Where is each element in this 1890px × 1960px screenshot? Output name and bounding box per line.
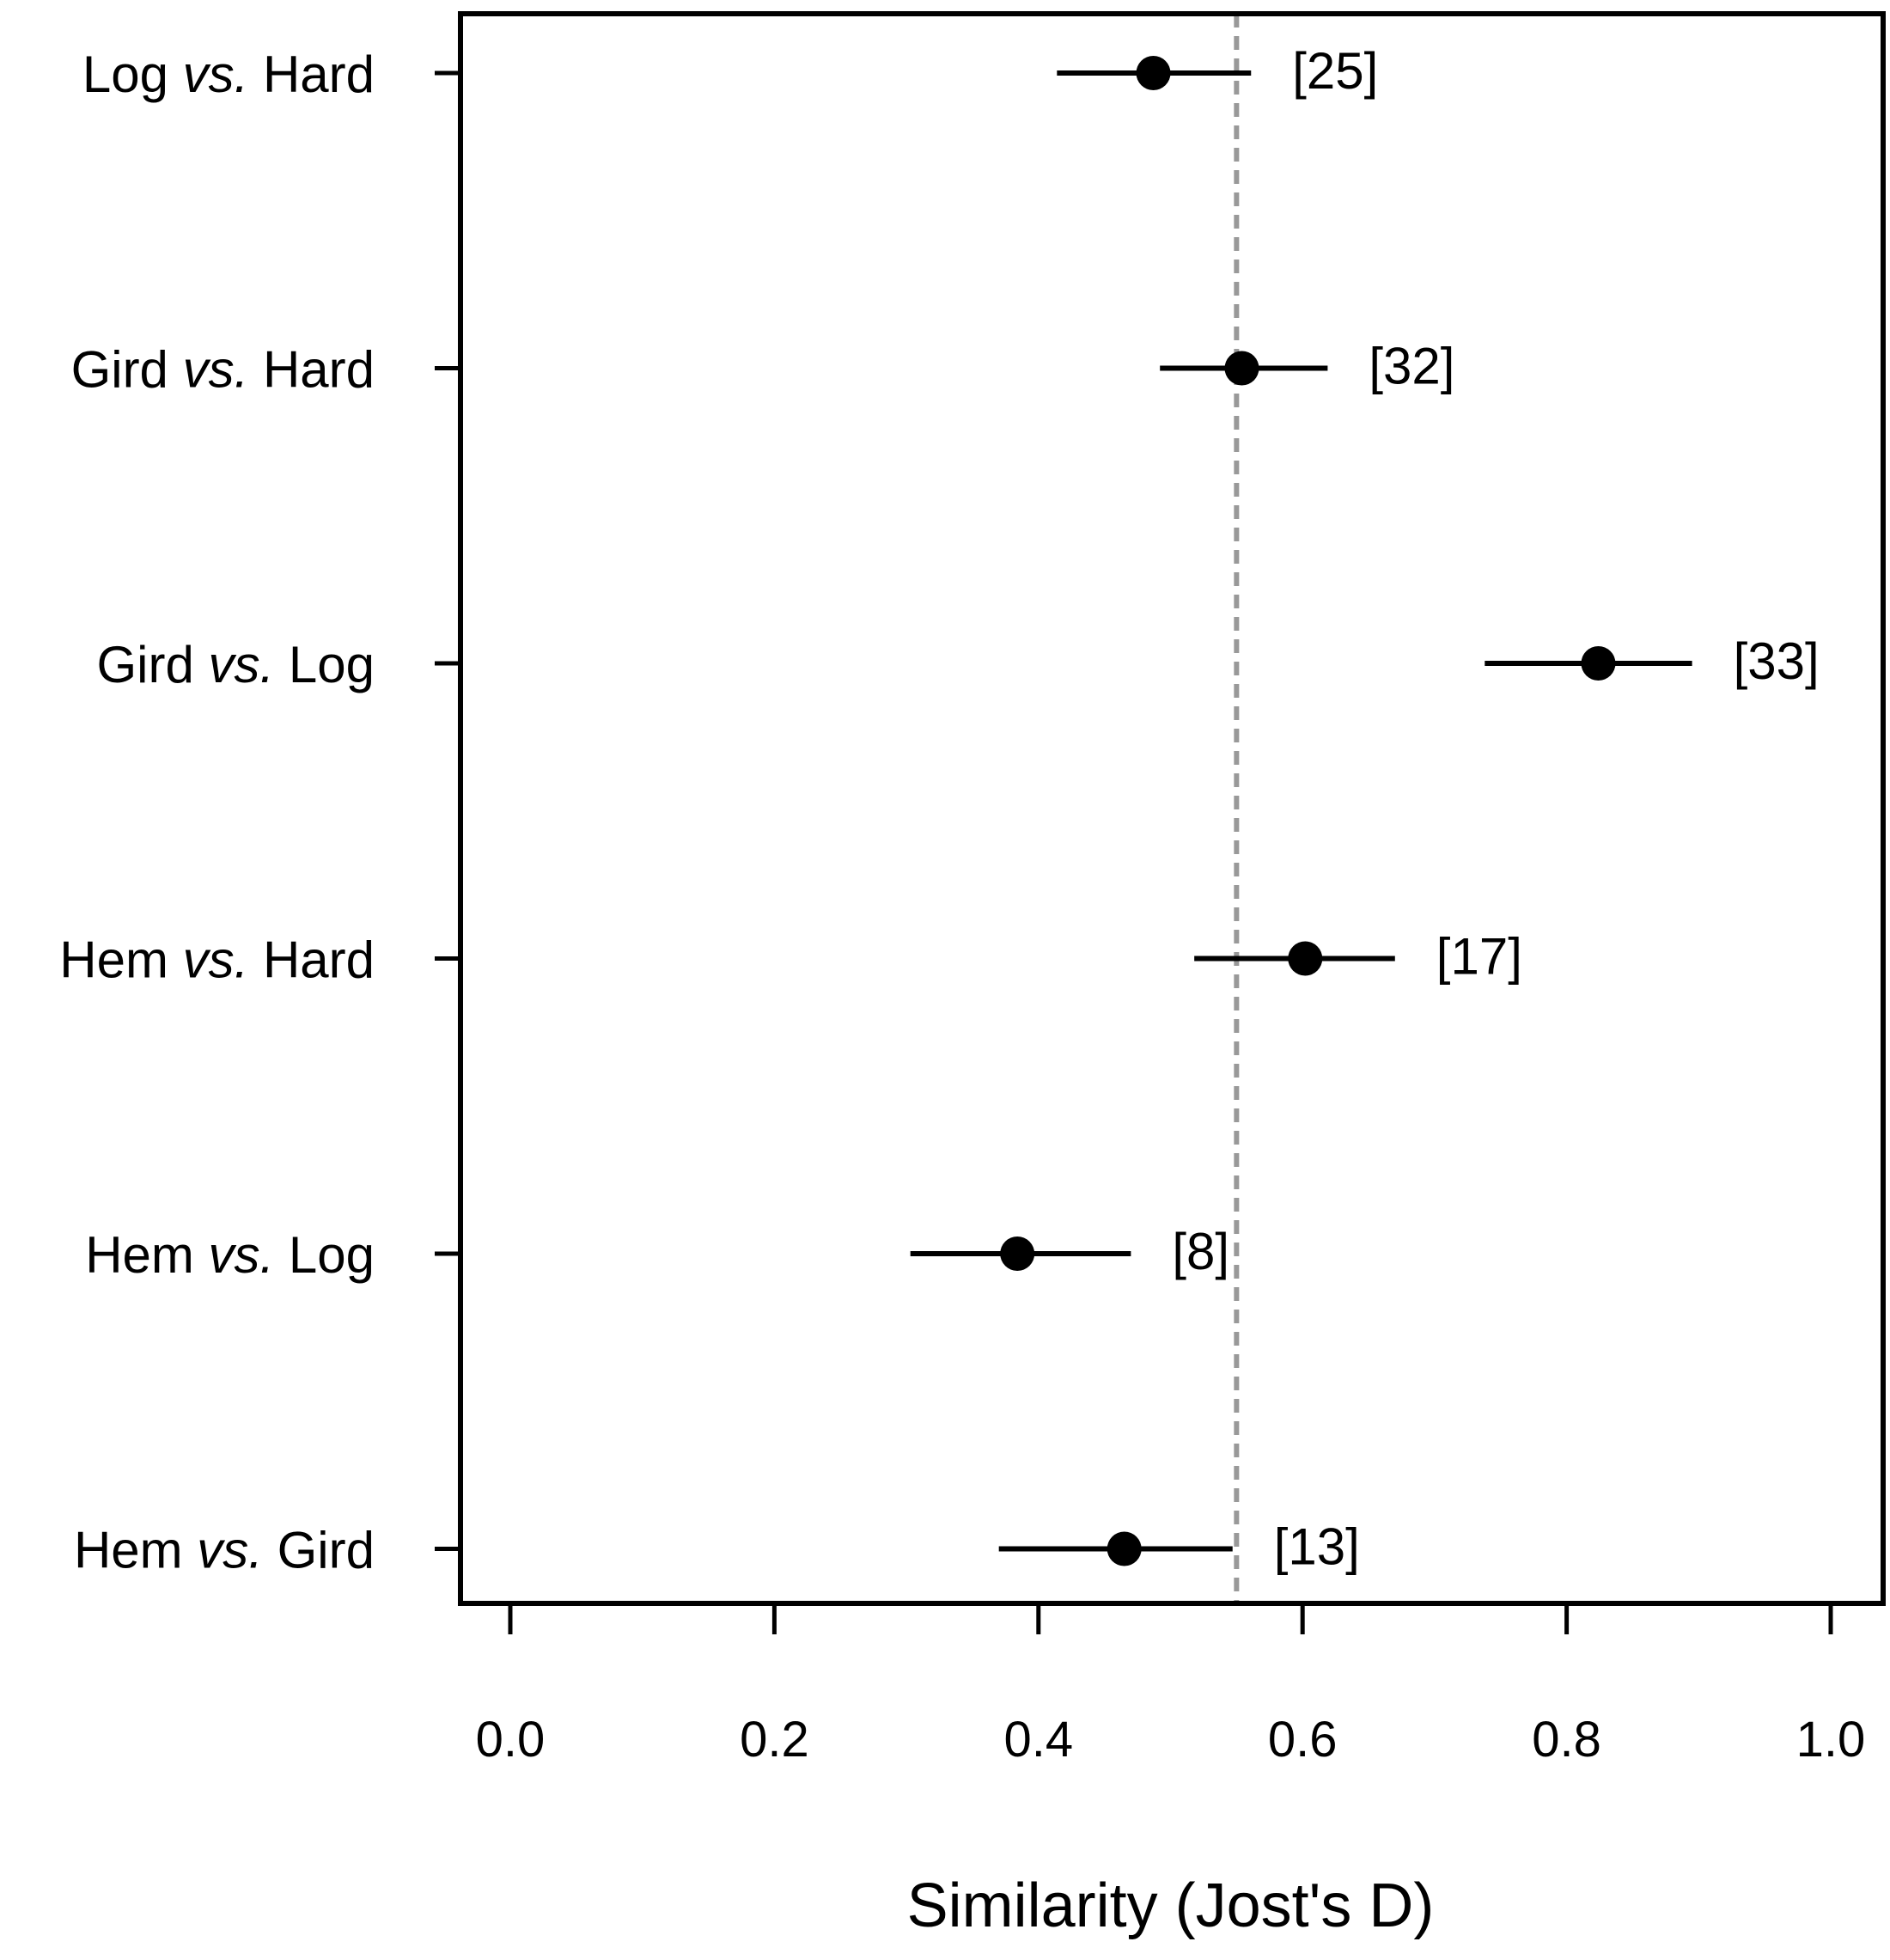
x-tick-label-1: 0.2: [740, 1712, 809, 1768]
x-tick-label-0: 0.0: [476, 1712, 546, 1768]
category-left-2: Gird: [97, 636, 209, 693]
point-0: [1136, 56, 1171, 90]
n-label-4: [8]: [1172, 1223, 1229, 1280]
category-label-3: Hem vs. Hard: [59, 931, 375, 989]
x-tick-label-2: 0.4: [1003, 1712, 1073, 1768]
category-left-0: Log: [82, 46, 183, 103]
category-left-3: Hem: [59, 931, 182, 989]
category-right-3: Hard: [248, 931, 375, 989]
category-left-1: Gird: [71, 341, 183, 399]
point-5: [1107, 1531, 1142, 1566]
n-label-1: [32]: [1369, 338, 1454, 395]
category-left-5: Hem: [74, 1522, 197, 1579]
x-tick-label-4: 0.8: [1532, 1712, 1601, 1768]
x-tick-label-3: 0.6: [1268, 1712, 1338, 1768]
n-label-3: [17]: [1436, 928, 1522, 986]
point-3: [1288, 941, 1323, 976]
category-right-4: Log: [274, 1226, 375, 1284]
category-right-1: Hard: [248, 341, 375, 399]
n-label-0: [25]: [1292, 42, 1378, 100]
category-conj-0: vs.: [183, 46, 249, 103]
category-left-4: Hem: [85, 1226, 208, 1284]
point-1: [1224, 351, 1259, 386]
category-label-2: Gird vs. Log: [97, 636, 375, 693]
x-axis-title: Similarity (Jost's D): [907, 1871, 1435, 1940]
category-right-2: Log: [274, 636, 375, 693]
n-label-5: [13]: [1274, 1518, 1360, 1576]
category-conj-2: vs.: [209, 636, 275, 693]
point-4: [1000, 1236, 1035, 1271]
category-label-0: Log vs. Hard: [82, 46, 375, 103]
n-label-2: [33]: [1734, 632, 1820, 690]
plot-frame: [458, 11, 1886, 1606]
x-tick-label-5: 1.0: [1796, 1712, 1866, 1768]
category-conj-4: vs.: [209, 1226, 275, 1284]
category-label-1: Gird vs. Hard: [71, 341, 375, 399]
category-conj-1: vs.: [183, 341, 249, 399]
category-conj-5: vs.: [197, 1522, 263, 1579]
point-2: [1581, 646, 1616, 681]
category-label-5: Hem vs. Gird: [74, 1522, 375, 1579]
category-right-0: Hard: [248, 46, 375, 103]
category-right-5: Gird: [263, 1522, 375, 1579]
category-label-4: Hem vs. Log: [85, 1226, 375, 1284]
category-conj-3: vs.: [183, 931, 249, 989]
